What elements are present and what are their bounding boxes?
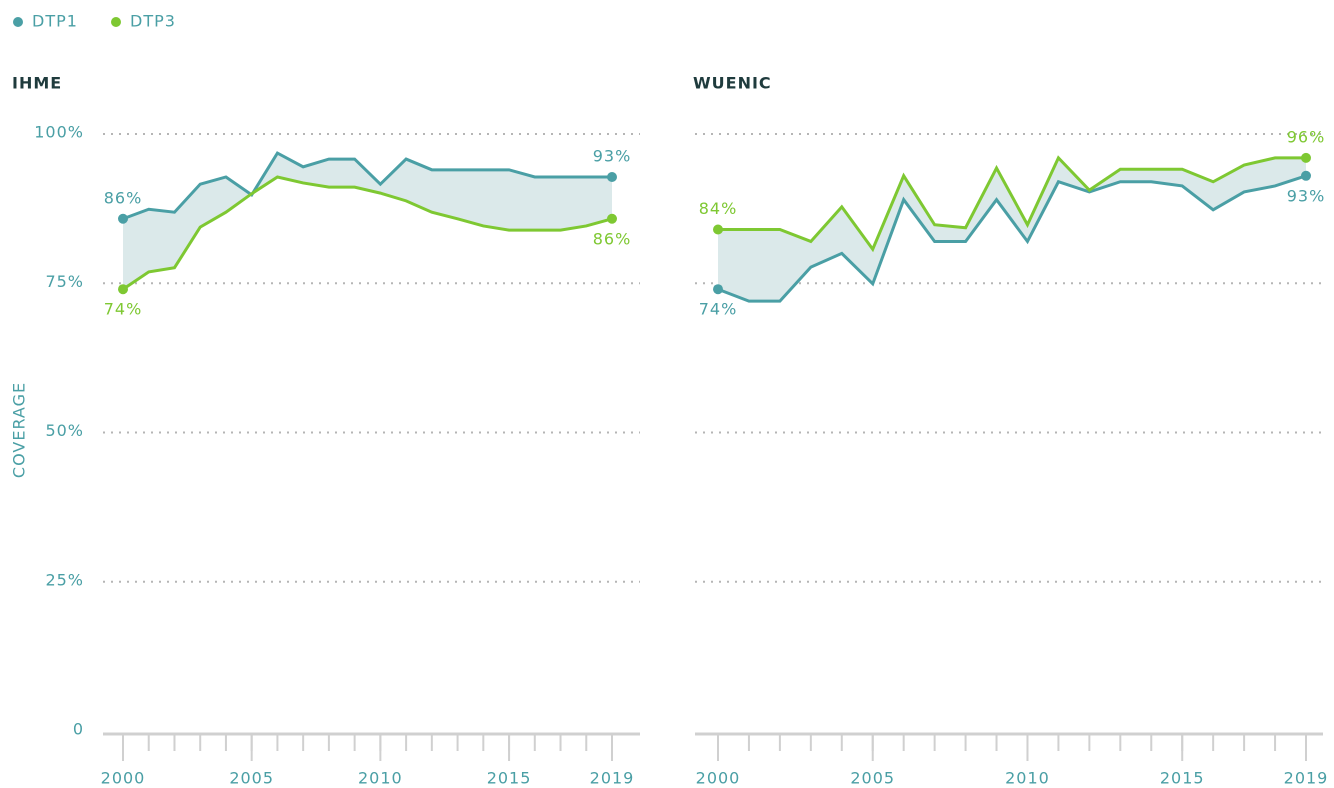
legend-swatch: [111, 17, 121, 27]
x-tick-label: 2000: [101, 769, 146, 788]
point: [1301, 170, 1311, 181]
point: [607, 171, 617, 182]
x-tick-label: 2010: [1005, 769, 1050, 788]
point: [713, 224, 723, 235]
data-label: 96%: [1287, 127, 1326, 146]
x-tick-label: 2019: [1284, 769, 1329, 788]
line: [122, 151, 612, 221]
line: [717, 174, 1307, 303]
point: [607, 213, 617, 224]
data-label: 74%: [699, 300, 738, 319]
data-label: 93%: [593, 146, 632, 165]
y-tick-label: 25%: [45, 570, 84, 589]
line: [718, 155, 1306, 253]
x-tick-label: 2005: [850, 769, 895, 788]
y-tick-label: 75%: [45, 272, 84, 291]
y-tick-label: 50%: [45, 421, 84, 440]
x-tick-label: 2000: [696, 769, 741, 788]
legend-label: DTP1: [32, 12, 78, 31]
x-tick-label: 2015: [487, 769, 532, 788]
y-tick-label: 0: [73, 720, 84, 739]
legend-swatch: [13, 17, 23, 27]
x-tick-label: 2015: [1160, 769, 1205, 788]
point: [713, 284, 723, 295]
point: [118, 284, 128, 295]
data-label: 74%: [104, 300, 143, 319]
gap-area: [718, 157, 1306, 302]
data-label: 86%: [593, 229, 632, 248]
y-tick-label: 100%: [34, 123, 84, 142]
panel-title: IHME: [12, 74, 62, 93]
line: [122, 175, 613, 291]
point: [1301, 152, 1311, 163]
x-tick-label: 2010: [358, 769, 403, 788]
panel-title: WUENIC: [693, 74, 772, 93]
x-tick-label: 2005: [229, 769, 274, 788]
gap-area: [123, 153, 612, 290]
data-label: 86%: [104, 188, 143, 207]
x-tick-label: 2019: [590, 769, 635, 788]
point: [118, 213, 128, 224]
data-label: 93%: [1287, 186, 1326, 205]
legend-label: DTP3: [130, 12, 176, 31]
data-label: 84%: [699, 199, 738, 218]
y-axis-label: COVERAGE: [10, 382, 29, 478]
